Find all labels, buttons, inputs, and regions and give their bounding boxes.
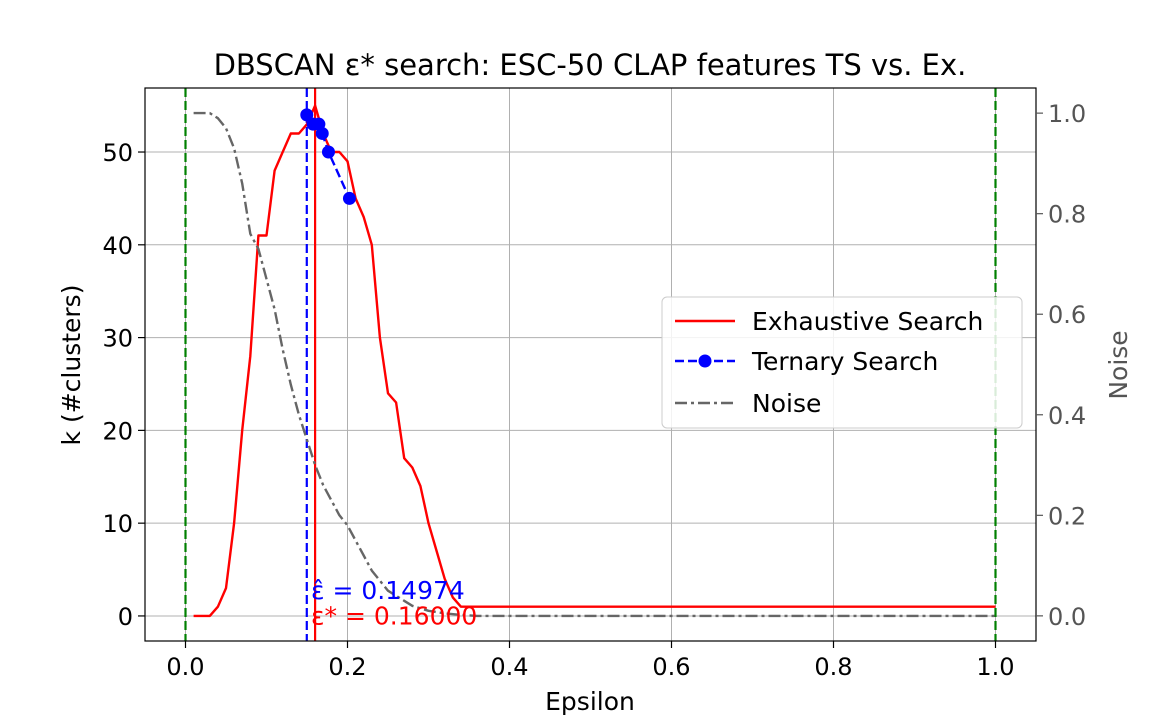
x-tick-label: 0.0 (166, 653, 204, 681)
chart-title: DBSCAN ε* search: ESC-50 CLAP features T… (214, 48, 967, 82)
series-line (193, 104, 996, 618)
series-line (193, 111, 996, 618)
annotation: ε̂ = 0.14974 (311, 576, 465, 605)
legend: Exhaustive Search Ternary Search Noise (661, 296, 1023, 429)
y-right-tick-label: 0.6 (1048, 301, 1086, 329)
y-tick-label: 50 (102, 139, 133, 167)
data-point (342, 191, 356, 205)
data-point (321, 145, 335, 159)
y-tick-label: 20 (102, 417, 133, 445)
legend-marker-ternary (698, 354, 712, 368)
data-point (300, 108, 314, 122)
y-tick-label: 0 (118, 603, 133, 631)
x-tick-label: 0.4 (490, 653, 528, 681)
y-tick-label: 10 (102, 510, 133, 538)
y-tick-label: 40 (102, 232, 133, 260)
y-axis-label: k (#clusters) (57, 285, 86, 446)
x-axis-label: Epsilon (545, 687, 635, 716)
legend-box (661, 296, 1023, 429)
y-right-tick-label: 1.0 (1048, 100, 1086, 128)
legend-label-noise: Noise (752, 389, 821, 418)
ticks: 0.0 0.2 0.4 0.6 0.8 1.0 0 10 20 30 40 50 0.0 0.2 0.4 0.… (102, 100, 1086, 681)
y-right-tick-label: 0.4 (1048, 402, 1086, 430)
y-axis-right-label: Noise (1104, 330, 1133, 399)
x-tick-label: 0.6 (652, 653, 690, 681)
x-tick-label: 1.0 (976, 653, 1014, 681)
x-tick-label: 0.8 (814, 653, 852, 681)
y-tick-label: 30 (102, 325, 133, 353)
y-right-tick-label: 0.0 (1048, 603, 1086, 631)
legend-label-ternary: Ternary Search (751, 347, 938, 376)
y-right-tick-label: 0.8 (1048, 201, 1086, 229)
legend-label-exhaustive: Exhaustive Search (752, 307, 983, 336)
x-tick-label: 0.2 (328, 653, 366, 681)
annotation: ε* = 0.16000 (311, 601, 477, 630)
plot-frame (144, 87, 1037, 642)
data-point (315, 126, 329, 140)
series-layer (193, 104, 996, 618)
y-right-tick-label: 0.2 (1048, 502, 1086, 530)
